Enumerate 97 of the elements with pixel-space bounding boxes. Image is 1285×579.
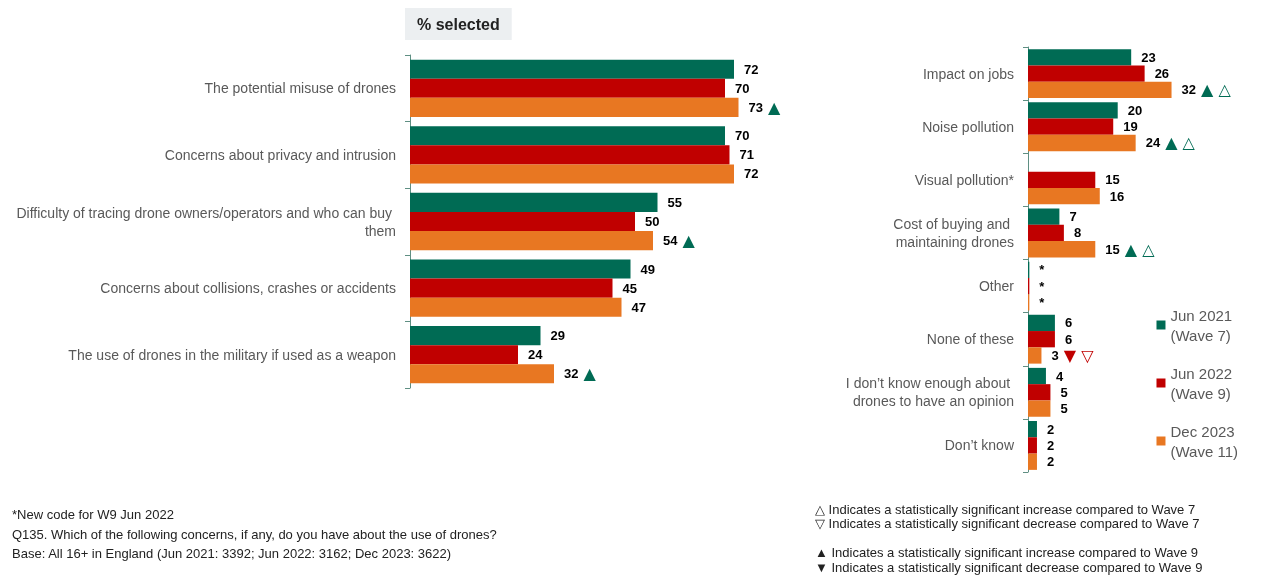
data-label: 55 bbox=[667, 194, 682, 210]
data-label: 54 ▲ bbox=[663, 231, 696, 251]
text: ▲ Indicates a statistically significant increase compared to Wave 9 bbox=[815, 545, 1199, 560]
y-tick-label: Other bbox=[978, 278, 1015, 295]
text: ▽ Indicates a statistically significant decrease compared to Wave 7 bbox=[815, 516, 1200, 531]
legend-label: Jun 2021 (Wave 7) bbox=[1170, 306, 1233, 344]
data-label: 70 bbox=[735, 80, 750, 96]
data-label: * bbox=[1039, 262, 1046, 278]
data-label: * bbox=[1039, 294, 1046, 310]
bar bbox=[410, 231, 653, 251]
bar bbox=[1028, 187, 1100, 205]
bar bbox=[1028, 134, 1136, 152]
y-tick-label: Concerns about privacy and intrusion bbox=[164, 146, 396, 163]
y-tick-label: Difficulty of tracing drone owners/operators and who can buy them bbox=[16, 204, 396, 239]
text: Q135. Which of the following concerns, if any, do you have about the use of drones? bbox=[12, 527, 497, 542]
y-tick-label: Noise pollution bbox=[922, 118, 1014, 135]
data-label: 32 ▲ △ bbox=[1181, 80, 1232, 100]
data-label: 47 bbox=[631, 299, 646, 315]
bar bbox=[1028, 118, 1114, 135]
data-label: 15 ▲ △ bbox=[1105, 239, 1156, 259]
data-label: 15 bbox=[1105, 172, 1120, 188]
data-label: * bbox=[1039, 278, 1046, 294]
bar bbox=[1028, 241, 1096, 258]
data-label: 49 bbox=[640, 261, 655, 277]
y-tick-label: I don’t know enough about drones to have an opinion bbox=[845, 375, 1014, 410]
bar bbox=[410, 345, 518, 365]
bar bbox=[1028, 65, 1145, 82]
bar bbox=[1028, 437, 1037, 454]
data-label: 4 bbox=[1055, 368, 1064, 384]
bar bbox=[1028, 331, 1055, 348]
bar bbox=[1028, 453, 1037, 470]
data-label: 2 bbox=[1046, 454, 1055, 470]
data-label: 73 ▲ bbox=[748, 97, 782, 117]
y-tick-label: Don’t know bbox=[944, 437, 1015, 454]
bar bbox=[410, 278, 613, 298]
bar bbox=[410, 297, 622, 317]
data-label: 6 bbox=[1064, 315, 1073, 331]
data-label: 19 bbox=[1123, 119, 1138, 135]
y-tick-label: Concerns about collisions, crashes or accidents bbox=[100, 280, 396, 297]
data-label: 72 bbox=[744, 166, 759, 182]
bar bbox=[410, 97, 739, 117]
data-label: 7 bbox=[1069, 209, 1077, 225]
data-label: 72 bbox=[744, 61, 759, 77]
y-tick-label: Visual pollution* bbox=[914, 171, 1015, 188]
text: ▼ Indicates a statistically significant decrease compared to Wave 9 bbox=[815, 560, 1203, 575]
bar bbox=[1028, 421, 1037, 438]
y-tick-label: The potential misuse of drones bbox=[204, 80, 396, 97]
data-label: 6 bbox=[1064, 331, 1073, 347]
bar bbox=[410, 164, 734, 184]
bar bbox=[410, 192, 658, 212]
data-label: 20 bbox=[1127, 102, 1143, 118]
data-label: 2 bbox=[1046, 421, 1055, 437]
bar bbox=[410, 364, 554, 384]
bar bbox=[1028, 367, 1046, 385]
text: △ Indicates a statistically significant increase compared to Wave 7 bbox=[815, 502, 1196, 517]
legend-label: Jun 2022 (Wave 9) bbox=[1170, 364, 1233, 402]
data-label: 2 bbox=[1046, 437, 1055, 453]
text: Base: All 16+ in England (Jun 2021: 3392; Jun 2022: 3162; Dec 2023: 3622) bbox=[12, 546, 452, 561]
y-tick-label: Impact on jobs bbox=[922, 65, 1014, 82]
data-label: 3 ▼ ▽ bbox=[1051, 345, 1095, 365]
data-label: 23 bbox=[1141, 49, 1156, 65]
bar bbox=[1028, 102, 1118, 119]
data-label: 5 bbox=[1060, 401, 1068, 417]
bar bbox=[1028, 400, 1051, 417]
data-label: 26 bbox=[1154, 66, 1170, 82]
text: *New code for W9 Jun 2022 bbox=[12, 507, 174, 522]
chart-title: % selected bbox=[417, 15, 500, 33]
data-label: 8 bbox=[1073, 225, 1082, 241]
bar bbox=[410, 259, 631, 279]
bar bbox=[1028, 49, 1132, 66]
data-label: 50 bbox=[645, 214, 660, 229]
bar bbox=[1028, 224, 1064, 242]
y-tick-label: None of these bbox=[926, 331, 1015, 348]
bar bbox=[1028, 171, 1096, 188]
y-tick-label: The use of drones in the military if used as a weapon bbox=[68, 346, 396, 363]
bar bbox=[410, 59, 734, 79]
bar bbox=[410, 326, 541, 346]
data-label: 45 bbox=[622, 280, 637, 296]
bar bbox=[1028, 208, 1060, 225]
data-label: 5 bbox=[1060, 384, 1068, 400]
bar bbox=[1028, 81, 1172, 98]
bar bbox=[1028, 314, 1055, 332]
bar bbox=[410, 145, 730, 165]
data-label: 70 bbox=[735, 128, 750, 144]
legend-label: Dec 2023 (Wave 11) bbox=[1170, 422, 1238, 460]
bar bbox=[410, 211, 635, 232]
data-label: 24 bbox=[528, 347, 544, 363]
data-label: 24 ▲ △ bbox=[1145, 133, 1196, 153]
bar bbox=[1028, 384, 1051, 401]
data-label: 71 bbox=[739, 147, 754, 163]
data-label: 16 bbox=[1109, 188, 1125, 204]
data-label: 32 ▲ bbox=[564, 364, 597, 384]
bar bbox=[1028, 347, 1042, 364]
data-label: 29 bbox=[550, 328, 565, 344]
bar bbox=[410, 126, 725, 146]
bar bbox=[410, 78, 725, 98]
y-tick-label: Cost of buying and maintaining drones bbox=[893, 215, 1014, 250]
